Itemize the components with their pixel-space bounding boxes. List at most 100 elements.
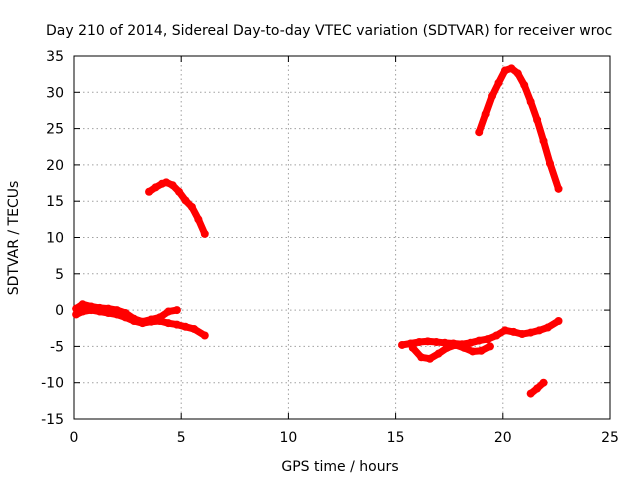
data-point	[485, 342, 494, 351]
data-point	[200, 331, 209, 340]
data-point	[492, 331, 501, 340]
data-point	[533, 115, 542, 124]
data-point	[121, 313, 130, 322]
data-point	[520, 81, 529, 90]
data-point	[398, 340, 407, 349]
data-point	[164, 319, 173, 328]
data-point	[425, 354, 434, 363]
series-trace-late-low-b	[408, 340, 494, 363]
data-point	[451, 340, 460, 349]
data-point	[145, 187, 154, 196]
series-trace-late-peak	[475, 64, 563, 193]
chart-title: Day 210 of 2014, Sidereal Day-to-day VTE…	[46, 23, 612, 39]
data-point	[423, 337, 432, 346]
data-point	[187, 203, 196, 212]
data-point	[434, 349, 443, 358]
data-point	[190, 324, 199, 333]
data-point	[432, 338, 441, 347]
x-tick-label: 10	[279, 430, 297, 446]
data-point	[554, 316, 563, 325]
data-point	[526, 389, 535, 398]
data-point	[181, 196, 190, 205]
data-point	[112, 310, 121, 319]
data-point	[95, 307, 104, 316]
y-axis-label: SDTVAR / TECUs	[6, 181, 22, 296]
data-point	[181, 322, 190, 331]
data-point	[408, 343, 417, 352]
y-tick-label: 0	[55, 303, 64, 319]
data-point	[155, 316, 164, 325]
data-point	[539, 136, 548, 145]
data-point	[535, 326, 544, 335]
plot-frame	[73, 55, 611, 420]
data-point	[545, 159, 554, 168]
data-point	[518, 330, 527, 339]
y-tick-label: -5	[50, 339, 64, 355]
x-tick-label: 20	[494, 430, 512, 446]
data-point	[200, 229, 209, 238]
data-point	[78, 307, 87, 316]
series-line	[72, 306, 209, 339]
data-point	[543, 323, 552, 332]
data-point	[475, 128, 484, 137]
data-layer	[72, 64, 563, 398]
series-line	[409, 341, 494, 363]
y-tick-label: 5	[55, 267, 64, 283]
data-point	[87, 306, 96, 315]
grid-layer	[74, 56, 610, 419]
data-point	[172, 306, 181, 315]
data-point	[175, 187, 184, 196]
data-point	[78, 300, 87, 309]
data-point	[488, 91, 497, 100]
x-tick-label: 25	[601, 430, 619, 446]
x-axis-label: GPS time / hours	[281, 459, 398, 475]
data-point	[172, 320, 181, 329]
data-point	[494, 78, 503, 87]
data-point	[513, 69, 522, 78]
data-point	[164, 307, 173, 316]
y-tick-label: -15	[41, 412, 64, 428]
data-point	[460, 343, 469, 352]
x-tick-label: 5	[177, 430, 186, 446]
series-trace-early-low-b	[72, 306, 209, 340]
axes-layer: 0 5 10 15 20 25 -15 -10 -5 0 5 10 15 20 25 30 35	[41, 49, 619, 446]
x-tick-label: 15	[387, 430, 405, 446]
series-trace-early-high	[145, 178, 209, 238]
data-point	[483, 335, 492, 344]
y-tick-label: 30	[46, 85, 64, 101]
data-point	[162, 178, 171, 187]
y-tick-label: 25	[46, 122, 64, 138]
data-point	[138, 319, 147, 328]
data-point	[475, 336, 484, 345]
data-point	[468, 347, 477, 356]
data-point	[533, 384, 542, 393]
data-point	[415, 338, 424, 347]
data-point	[509, 327, 518, 336]
data-point	[526, 328, 535, 337]
data-point	[443, 343, 452, 352]
y-tick-label: -10	[41, 376, 64, 392]
data-point	[481, 110, 490, 119]
y-tick-label: 20	[46, 158, 64, 174]
data-point	[507, 64, 516, 73]
data-point	[72, 310, 81, 319]
y-tick-label: 10	[46, 231, 64, 247]
data-point	[526, 97, 535, 106]
data-point	[104, 309, 113, 318]
data-point	[500, 66, 509, 75]
series-trace-late-low-a	[398, 316, 563, 349]
data-point	[168, 181, 177, 190]
series-trace-late-short	[526, 378, 548, 398]
y-tick-label: 35	[46, 49, 64, 65]
data-point	[554, 184, 563, 193]
data-point	[477, 346, 486, 355]
data-point	[466, 338, 475, 347]
data-point	[500, 326, 509, 335]
data-point	[194, 215, 203, 224]
data-point	[147, 317, 156, 326]
data-point	[151, 183, 160, 192]
data-point	[130, 316, 139, 325]
y-tick-label: 15	[46, 194, 64, 210]
x-tick-label: 0	[70, 430, 79, 446]
